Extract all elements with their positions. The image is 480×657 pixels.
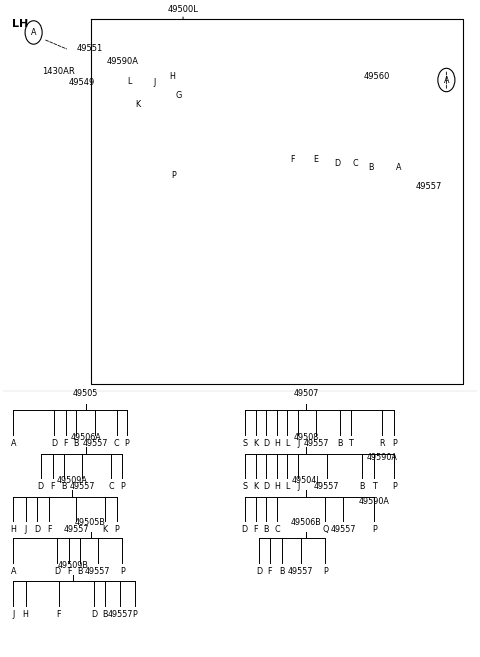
- Text: 49557: 49557: [83, 439, 108, 447]
- Text: 49557: 49557: [288, 567, 313, 576]
- Text: D: D: [263, 439, 269, 447]
- Text: 49509B: 49509B: [58, 560, 88, 570]
- Text: 49557: 49557: [63, 526, 89, 534]
- Text: 49557: 49557: [70, 482, 95, 491]
- Text: A: A: [11, 439, 16, 447]
- Text: P: P: [392, 482, 396, 491]
- Text: P: P: [323, 567, 328, 576]
- Text: 49500L: 49500L: [168, 5, 199, 14]
- Text: A: A: [31, 28, 36, 37]
- Text: F: F: [50, 482, 55, 491]
- Text: F: F: [290, 155, 294, 164]
- Text: L: L: [285, 439, 289, 447]
- Text: B: B: [73, 439, 79, 447]
- Text: B: B: [77, 567, 83, 576]
- Text: P: P: [132, 610, 137, 619]
- Text: F: F: [47, 526, 51, 534]
- Text: S: S: [242, 482, 247, 491]
- Text: 49505: 49505: [73, 390, 98, 398]
- Text: 49504L: 49504L: [292, 476, 321, 485]
- Text: J: J: [154, 78, 156, 87]
- Text: B: B: [61, 482, 66, 491]
- Text: P: P: [114, 526, 119, 534]
- Text: C: C: [108, 482, 114, 491]
- Text: 49505B: 49505B: [75, 518, 106, 527]
- Text: C: C: [274, 526, 280, 534]
- Text: T: T: [348, 439, 353, 447]
- Text: F: F: [57, 610, 61, 619]
- Text: C: C: [114, 439, 120, 447]
- Text: B: B: [279, 567, 285, 576]
- Text: L: L: [128, 77, 132, 86]
- Text: K: K: [253, 482, 258, 491]
- Text: 49560: 49560: [363, 72, 390, 81]
- Text: J: J: [24, 526, 27, 534]
- Text: D: D: [242, 526, 248, 534]
- Text: F: F: [67, 567, 72, 576]
- Text: H: H: [274, 482, 280, 491]
- Text: L: L: [285, 482, 289, 491]
- Text: P: P: [372, 526, 377, 534]
- Text: 49557: 49557: [331, 526, 356, 534]
- Text: 49590A: 49590A: [106, 57, 138, 66]
- Text: D: D: [263, 482, 269, 491]
- Text: A: A: [396, 163, 402, 171]
- Text: LH: LH: [12, 20, 28, 30]
- Text: H: H: [23, 610, 28, 619]
- Text: 49509A: 49509A: [56, 476, 87, 485]
- Text: Q: Q: [322, 526, 329, 534]
- Text: H: H: [10, 526, 16, 534]
- Text: P: P: [125, 439, 130, 447]
- Text: K: K: [102, 526, 108, 534]
- Text: P: P: [120, 482, 125, 491]
- Text: T: T: [372, 482, 377, 491]
- Text: 49506B: 49506B: [291, 518, 322, 527]
- Text: B: B: [360, 482, 365, 491]
- Text: 49590A: 49590A: [359, 497, 390, 506]
- Text: 49551: 49551: [76, 44, 103, 53]
- Text: D: D: [37, 482, 44, 491]
- Text: F: F: [64, 439, 68, 447]
- Text: 1430AR: 1430AR: [42, 67, 74, 76]
- Text: 49557: 49557: [85, 567, 110, 576]
- Text: P: P: [171, 171, 176, 180]
- Text: F: F: [253, 526, 258, 534]
- Text: J: J: [12, 610, 14, 619]
- Text: D: D: [91, 610, 97, 619]
- Text: D: D: [334, 160, 340, 168]
- Text: 49590A: 49590A: [367, 453, 398, 462]
- Text: 49557: 49557: [416, 182, 442, 191]
- Text: 49549: 49549: [68, 78, 95, 87]
- Text: S: S: [242, 439, 247, 447]
- Text: F: F: [268, 567, 272, 576]
- Text: D: D: [51, 439, 57, 447]
- Text: 49507: 49507: [294, 390, 319, 398]
- Text: B: B: [337, 439, 342, 447]
- Text: P: P: [392, 439, 396, 447]
- Text: H: H: [170, 72, 176, 81]
- Text: G: G: [175, 91, 181, 100]
- Text: H: H: [274, 439, 280, 447]
- Text: 49557: 49557: [108, 610, 133, 619]
- Text: R: R: [380, 439, 385, 447]
- Text: K: K: [253, 439, 258, 447]
- Text: E: E: [313, 155, 318, 164]
- Text: 49508: 49508: [294, 433, 319, 442]
- Text: B: B: [102, 610, 108, 619]
- Text: K: K: [135, 100, 141, 108]
- Text: D: D: [35, 526, 40, 534]
- Text: A: A: [444, 76, 449, 85]
- Text: 49506A: 49506A: [71, 433, 101, 442]
- Text: B: B: [264, 526, 269, 534]
- Text: D: D: [54, 567, 60, 576]
- Text: 49557: 49557: [314, 482, 339, 491]
- Text: J: J: [297, 439, 300, 447]
- Text: B: B: [369, 163, 374, 171]
- Text: J: J: [297, 482, 300, 491]
- Text: P: P: [120, 567, 125, 576]
- Text: 49557: 49557: [303, 439, 329, 447]
- Text: A: A: [11, 567, 16, 576]
- Text: C: C: [352, 160, 358, 168]
- Text: D: D: [256, 567, 262, 576]
